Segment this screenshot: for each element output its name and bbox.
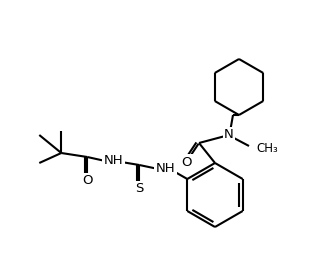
Text: N: N (224, 128, 234, 142)
Text: NH: NH (156, 162, 175, 176)
Text: NH: NH (103, 154, 123, 168)
Text: O: O (182, 155, 192, 169)
Text: O: O (82, 174, 92, 188)
Text: S: S (135, 183, 143, 195)
Text: CH₃: CH₃ (256, 142, 278, 154)
